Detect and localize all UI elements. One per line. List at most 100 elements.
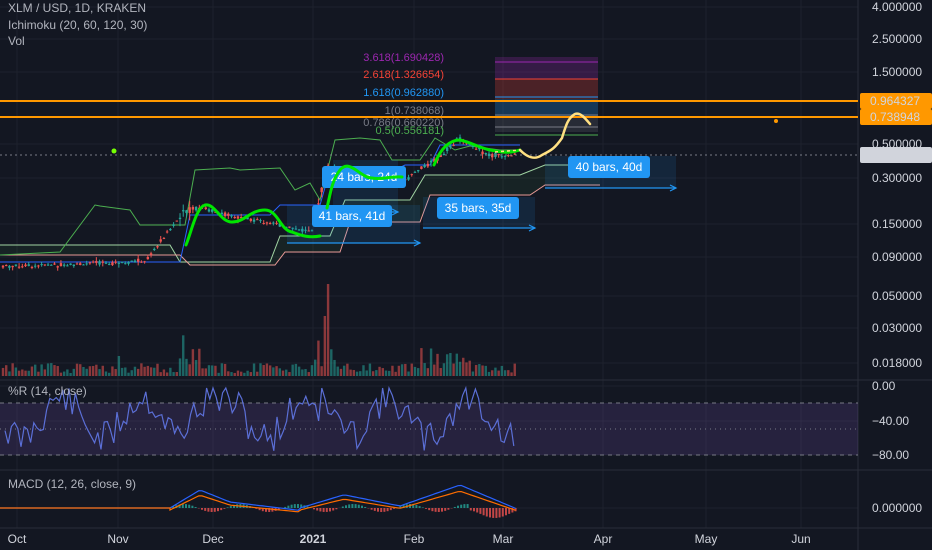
volume-bar (53, 365, 56, 376)
candle-body (8, 265, 11, 268)
volume-bar (246, 370, 249, 376)
volume-bar (323, 316, 327, 376)
macd-histogram-bar (364, 506, 367, 508)
volume-bar (156, 363, 159, 376)
macd-histogram-bar (434, 508, 437, 512)
candle-body (420, 166, 423, 169)
measure-arrowhead (391, 208, 400, 216)
candle-body (98, 261, 101, 265)
ichimoku-lead-b (0, 184, 600, 266)
fib-zone-3 (495, 99, 598, 117)
measure-label-bg (312, 205, 392, 227)
macd-histogram-bar (277, 508, 280, 510)
volume-bar (259, 363, 262, 376)
candle-body (50, 264, 53, 266)
candle-body (317, 203, 320, 205)
volume-bar (326, 284, 330, 376)
macd-histogram-bar (213, 508, 216, 512)
candle-body (227, 213, 230, 216)
time-tick-label: Mar (493, 532, 514, 546)
candle-body (426, 163, 430, 167)
volume-bar (66, 369, 69, 376)
volume-bar (307, 372, 310, 376)
volume-bar (491, 370, 494, 376)
macd-histogram-bar (501, 508, 504, 517)
time-tick-label: Feb (404, 532, 425, 546)
volume-bar (481, 365, 484, 376)
fib-retracement[interactable]: 3.618(1.690428) 2.618(1.326654) 1.618(0.96… (363, 52, 598, 137)
time-tick-label: Apr (594, 532, 613, 546)
macd-histogram-bar (335, 508, 338, 510)
macd-legend[interactable]: MACD (12, 26, close, 9) (8, 477, 137, 491)
volume-bar (143, 366, 146, 376)
candle-body (117, 262, 121, 264)
volume-bar (478, 364, 481, 376)
candle-body (272, 222, 275, 224)
candle-body (124, 263, 127, 265)
macd-histogram-bar (495, 508, 498, 518)
candle-body (53, 263, 56, 265)
measure-label: 41 bars, 41d (319, 209, 386, 223)
candle-body (165, 231, 169, 233)
volume-bar (294, 363, 298, 376)
symbol-legend[interactable]: XLM / USD, 1D, KRAKEN (8, 1, 147, 15)
candle-body (43, 264, 47, 266)
volume-bar (468, 360, 471, 376)
candle-body (304, 229, 307, 231)
candle-body (510, 155, 513, 157)
time-tick-label: Nov (107, 532, 128, 546)
macd-histogram-bar (466, 504, 469, 508)
volume-bar (101, 365, 104, 376)
ichimoku-legend[interactable]: Ichimoku (20, 60, 120, 30) (8, 18, 148, 32)
volume-bar (349, 369, 352, 376)
candle-body (111, 262, 114, 266)
candle-body (188, 207, 191, 213)
wpr-tick-label: −40.00 (872, 414, 909, 428)
candle-body (297, 229, 301, 231)
macd-histogram-bar (469, 508, 472, 511)
candle-body (182, 210, 185, 212)
volume-bar (400, 364, 404, 376)
volume-bar (416, 368, 420, 376)
volume-bar (320, 366, 323, 376)
volume-bar (256, 371, 259, 376)
macd-histogram-bar (492, 508, 495, 518)
volume-bar (310, 365, 314, 376)
candle-body (59, 263, 63, 267)
volume-bar (445, 354, 449, 376)
macd-histogram-bar (463, 504, 466, 508)
volume-bar (11, 363, 14, 376)
volume-tick-label: 0.018000 (872, 356, 922, 370)
volume-bar (291, 364, 294, 376)
macd-histogram-bar (204, 508, 207, 511)
volume-bar (82, 366, 85, 376)
volume-bar (59, 372, 63, 376)
volume-bar (214, 365, 217, 376)
volume-tick-label: 0.050000 (872, 289, 922, 303)
fib-level-label: 0.5(0.556181) (376, 125, 445, 137)
candle-body (487, 153, 491, 157)
wpr-legend[interactable]: %R (14, close) (8, 384, 87, 398)
macd-histogram-bar (437, 508, 440, 512)
volume-bar (384, 370, 388, 376)
macd-histogram-bar (172, 506, 175, 508)
volume-bar (204, 368, 207, 376)
fib-level-label: 0.786(0.660220) (363, 117, 444, 129)
candle-body (5, 265, 8, 267)
volume-bar (462, 357, 465, 376)
candle-body (175, 220, 179, 222)
volume-bar (136, 368, 140, 376)
candle-body (481, 151, 484, 155)
candle-body (143, 261, 146, 263)
macd-histogram-bar (479, 508, 482, 514)
volume-bar (333, 359, 336, 376)
candle-body (442, 153, 446, 156)
volume-bar (381, 368, 384, 376)
macd-histogram-bar (313, 508, 315, 510)
volume-bar (442, 363, 446, 376)
time-tick-label: 2021 (300, 532, 327, 546)
volume-bar (268, 365, 272, 376)
volume-legend[interactable]: Vol (8, 34, 25, 48)
